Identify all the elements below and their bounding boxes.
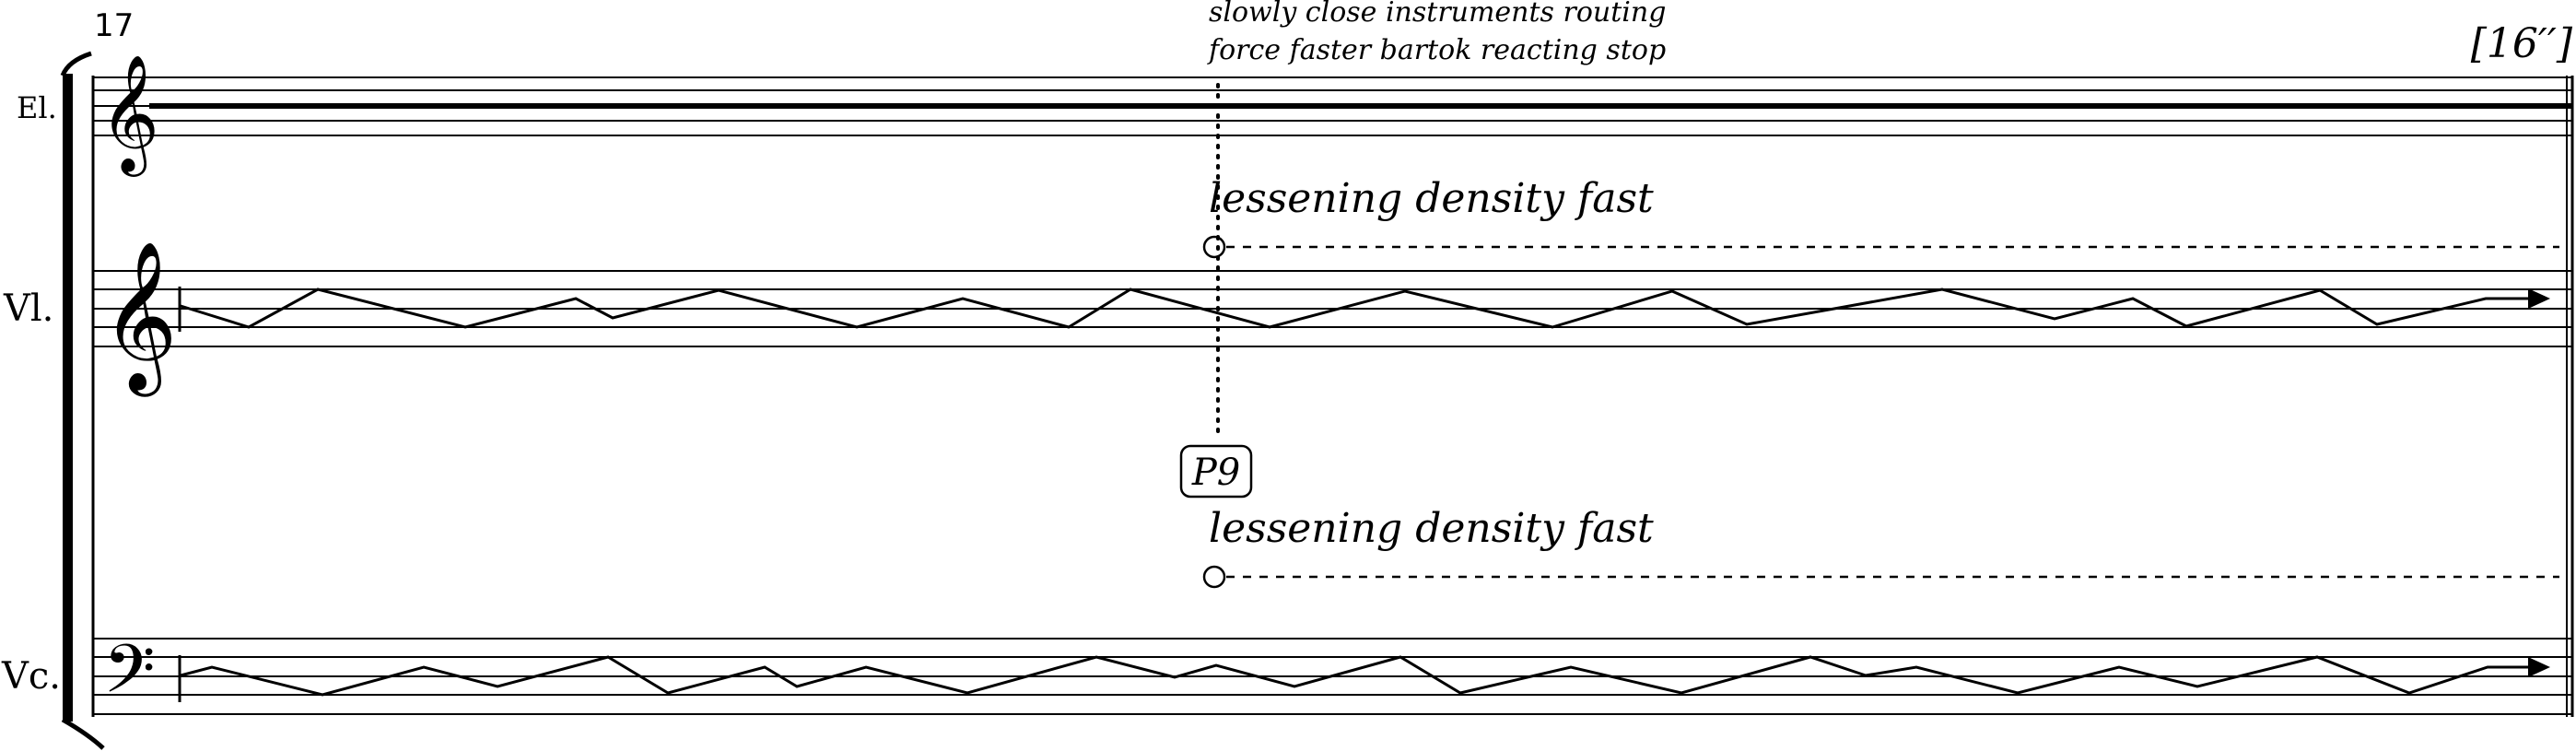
expression-vc: lessening density fast <box>1209 505 1654 552</box>
sustained-tone-line <box>149 103 2572 109</box>
system-bracket <box>60 51 105 750</box>
time-marker: [16′′] <box>2471 20 2573 67</box>
zigzag-gesture-vc <box>180 655 2529 697</box>
zigzag-gesture-vl <box>180 287 2529 329</box>
instrument-label-vl: Vl. <box>3 287 53 330</box>
bass-clef-icon: 𝄢 <box>103 629 156 724</box>
expression-vl: lessening density fast <box>1209 175 1654 222</box>
cue-box-label: P9 <box>1191 452 1240 494</box>
treble-clef-icon: 𝄞 <box>101 241 178 397</box>
staff-vl <box>93 270 2572 347</box>
measure-number: 17 <box>94 7 134 44</box>
cue-box <box>1179 444 1253 499</box>
start-circle-icon <box>1202 235 1226 259</box>
start-circle-icon <box>1202 565 1226 589</box>
arrowhead-icon <box>2528 657 2550 677</box>
instruction-line-2: force faster bartok reacting stop <box>1207 34 1666 66</box>
treble-clef-icon: 𝄞 <box>100 53 159 177</box>
instruction-line-1: slowly close instruments routing <box>1209 0 1666 29</box>
instrument-label-vc: Vc. <box>1 655 61 698</box>
instrument-label-el: El. <box>17 90 57 125</box>
arrowhead-icon <box>2528 288 2550 309</box>
